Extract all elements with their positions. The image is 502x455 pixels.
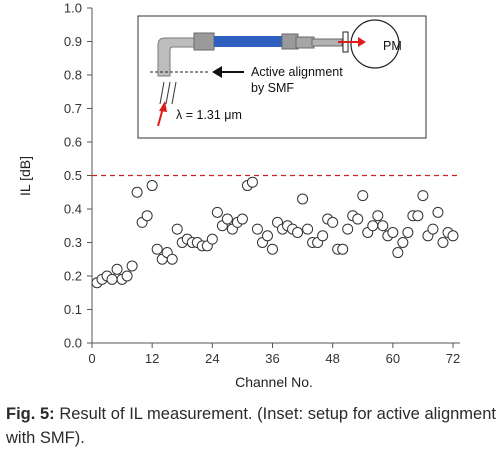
data-point — [372, 210, 384, 222]
data-point — [236, 213, 248, 225]
data-point — [417, 190, 429, 202]
data-point — [211, 206, 223, 218]
y-tick-label: 0.8 — [64, 68, 82, 83]
caption-text: Result of IL measurement. (Inset: setup … — [6, 405, 496, 447]
input-arrow-head — [159, 101, 167, 112]
data-point — [106, 273, 118, 285]
data-point — [367, 220, 379, 232]
waveguide-chip — [214, 36, 284, 47]
data-point — [141, 210, 153, 222]
data-point — [126, 260, 138, 272]
data-point — [352, 213, 364, 225]
x-tick-label: 72 — [446, 351, 460, 366]
input-fiber-2 — [165, 81, 171, 105]
input-fiber-1 — [159, 81, 165, 105]
y-tick-label: 1.0 — [64, 1, 82, 16]
data-point — [267, 243, 278, 255]
data-points — [91, 176, 459, 289]
data-point — [166, 253, 178, 265]
fiber-bend — [157, 37, 201, 77]
data-point — [111, 263, 123, 275]
output-arrow-head — [358, 37, 366, 47]
inset-label-wavelength: λ = 1.31 μm — [176, 108, 242, 122]
y-tick-label: 0.6 — [64, 135, 82, 150]
x-tick-label: 36 — [265, 351, 279, 366]
data-point — [432, 206, 444, 218]
y-tick-label: 0.2 — [64, 269, 82, 284]
x-tick-label: 60 — [386, 351, 400, 366]
inset: PM Active alignment by SMF λ = 1.31 μm — [137, 15, 427, 139]
data-point — [437, 237, 449, 248]
data-point — [206, 233, 218, 245]
data-point — [337, 243, 349, 255]
data-point — [412, 210, 424, 222]
connector-3 — [311, 38, 343, 47]
data-point — [292, 226, 304, 238]
data-point — [261, 230, 273, 242]
data-point — [302, 223, 314, 235]
data-point — [342, 223, 354, 235]
caption-label: Fig. 5: — [6, 405, 55, 423]
data-point — [402, 226, 414, 238]
y-tick-label: 0.3 — [64, 235, 82, 250]
data-point — [427, 223, 439, 235]
data-point — [387, 226, 399, 238]
x-tick-label: 0 — [88, 351, 95, 366]
y-tick-label: 0.9 — [64, 34, 82, 49]
data-point — [251, 223, 263, 235]
y-tick-label: 0.0 — [64, 336, 82, 351]
data-point — [131, 186, 143, 198]
data-point — [246, 176, 258, 188]
pm-circle — [350, 19, 400, 69]
inset-label-alignment-1: Active alignment — [251, 65, 343, 79]
inset-label-alignment-2: by SMF — [251, 81, 294, 95]
data-point — [171, 223, 183, 235]
inset-label-pm: PM — [383, 39, 402, 53]
chart: 0.0 0.1 0.2 0.3 0.4 0.5 0.6 0.7 0.8 0.9 1.0 0 12 24 3… — [17, 1, 460, 391]
y-tick-label: 0.5 — [64, 168, 82, 183]
x-ticks: 0 12 24 36 48 60 72 — [88, 343, 460, 366]
data-point — [317, 230, 329, 242]
x-tick-label: 48 — [325, 351, 339, 366]
y-ticks: 0.0 0.1 0.2 0.3 0.4 0.5 0.6 0.7 0.8 0.9 1.0 — [64, 1, 92, 351]
data-point — [447, 230, 459, 242]
input-fiber-3 — [171, 81, 177, 105]
fiber-block — [193, 32, 215, 51]
data-point — [297, 193, 309, 205]
alignment-arrow-head — [212, 66, 222, 78]
data-point — [146, 180, 158, 192]
data-point — [221, 213, 233, 225]
y-axis-title: IL [dB] — [17, 156, 33, 196]
data-point — [392, 247, 404, 259]
data-point — [151, 243, 163, 255]
y-tick-label: 0.7 — [64, 101, 82, 116]
data-point — [397, 237, 409, 248]
figure-caption: Fig. 5: Result of IL measurement. (Inset… — [6, 402, 496, 450]
x-axis-title: Channel No. — [235, 374, 313, 390]
y-tick-label: 0.4 — [64, 202, 82, 217]
data-point — [357, 190, 369, 202]
x-tick-label: 12 — [145, 351, 159, 366]
data-point — [377, 220, 389, 232]
data-point — [121, 270, 133, 282]
data-point — [327, 216, 339, 228]
x-tick-label: 24 — [205, 351, 219, 366]
y-tick-label: 0.1 — [64, 302, 82, 317]
connector-2 — [295, 36, 315, 49]
